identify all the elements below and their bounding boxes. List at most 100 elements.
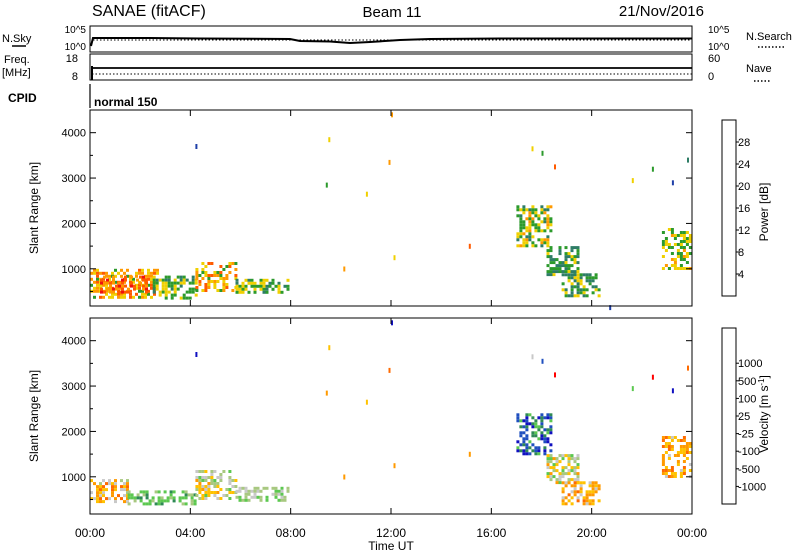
scatter-cell — [225, 488, 229, 491]
scatter-cell — [685, 457, 689, 460]
scatter-cell — [573, 258, 577, 262]
scatter-cell — [108, 295, 111, 299]
scatter-cell — [133, 496, 137, 500]
scatter-cell — [210, 470, 214, 473]
scatter-cell — [543, 449, 547, 453]
scatter-cell — [114, 280, 117, 284]
scatter-cell — [198, 485, 202, 488]
scatter-cell — [207, 277, 211, 280]
scatter-cell — [265, 290, 269, 294]
scatter-cell — [96, 488, 99, 492]
scatter-cell — [558, 472, 562, 476]
scatter-cell — [118, 290, 121, 294]
colorbar-tick-label: 8 — [738, 247, 744, 259]
scatter-cell — [570, 264, 574, 268]
scatter-cell — [111, 494, 114, 498]
scatter-cell — [549, 425, 553, 429]
scatter-cell — [516, 238, 520, 242]
scatter-cell — [573, 460, 577, 464]
scatter-cell — [564, 481, 568, 485]
scatter-cell — [90, 491, 93, 495]
scatter-cell — [576, 472, 580, 476]
scatter-point — [468, 243, 471, 249]
scatter-cell — [546, 440, 550, 444]
scatter-cell — [519, 419, 523, 423]
scatter-cell — [176, 281, 180, 285]
scatter-cell — [96, 280, 99, 284]
scatter-cell — [126, 488, 129, 492]
scatter-cell — [682, 237, 686, 240]
scatter-cell — [567, 454, 571, 458]
scatter-cell — [105, 482, 108, 486]
velocity-colorbar-label-end: ] — [757, 375, 771, 378]
scatter-cell — [567, 252, 571, 256]
scatter-cell — [534, 431, 538, 435]
colorbar-tick-label: 20 — [738, 181, 750, 193]
scatter-cell — [150, 271, 153, 275]
scatter-cell — [676, 255, 680, 258]
scatter-point — [531, 354, 534, 360]
velocity-colorbar-label: Velocity [m s-1] — [757, 375, 772, 453]
scatter-cell — [540, 422, 544, 426]
scatter-cell — [573, 484, 577, 488]
scatter-cell — [129, 289, 132, 293]
scatter-cell — [286, 284, 290, 288]
scatter-cell — [567, 463, 571, 467]
scatter-cell — [103, 275, 106, 279]
colorbar-tick-label: 28 — [738, 137, 750, 149]
scatter-cell — [105, 289, 108, 293]
scatter-cell — [688, 237, 692, 240]
scatter-cell — [525, 217, 529, 221]
scatter-cell — [591, 487, 595, 491]
scatter-cell — [228, 479, 232, 482]
scatter-cell — [570, 502, 574, 506]
scatter-cell — [152, 275, 156, 279]
scatter-cell — [546, 463, 550, 467]
scatter-cell — [112, 290, 115, 294]
scatter-cell — [576, 475, 580, 479]
scatter-point — [328, 137, 331, 143]
colorbar-frame — [721, 119, 737, 297]
scatter-cell — [564, 261, 568, 265]
scatter-cell — [567, 255, 571, 259]
scatter-cell — [244, 495, 248, 499]
scatter-cell — [152, 281, 156, 285]
scatter-cell — [528, 446, 532, 450]
scatter-cell — [262, 281, 266, 285]
scatter-cell — [570, 246, 574, 250]
scatter-point — [195, 352, 198, 357]
scatter-cell — [198, 470, 202, 473]
scatter-cell — [576, 478, 580, 482]
scatter-cell — [546, 235, 550, 239]
scatter-cell — [244, 489, 248, 493]
scatter-cell — [564, 472, 568, 476]
scatter-cell — [145, 284, 148, 288]
scatter-cell — [241, 290, 245, 294]
ytick-label: 1000 — [62, 264, 86, 276]
scatter-cell — [155, 278, 159, 282]
scatter-cell — [259, 498, 263, 502]
scatter-cell — [93, 295, 96, 299]
scatter-cell — [682, 231, 686, 234]
scatter-cell — [537, 425, 541, 429]
scatter-cell — [664, 243, 668, 246]
scatter-cell — [670, 234, 674, 237]
scatter-cell — [210, 262, 214, 265]
scatter-cell — [135, 292, 138, 296]
scatter-cell — [552, 273, 556, 277]
scatter-cell — [90, 283, 93, 287]
scatter-cell — [114, 488, 117, 492]
scatter-cell — [250, 495, 254, 499]
scatter-cell — [253, 492, 257, 496]
scatter-cell — [216, 497, 220, 500]
scatter-cell — [277, 489, 281, 493]
scatter-cell — [664, 264, 668, 267]
scatter-cell — [546, 214, 550, 218]
scatter-cell — [152, 290, 156, 294]
scatter-cell — [597, 487, 601, 491]
scatter-cell — [558, 252, 562, 256]
scatter-cell — [234, 479, 238, 482]
scatter-cell — [540, 220, 544, 224]
scatter-cell — [519, 229, 523, 233]
time-axis-label: Time UT — [368, 539, 414, 553]
